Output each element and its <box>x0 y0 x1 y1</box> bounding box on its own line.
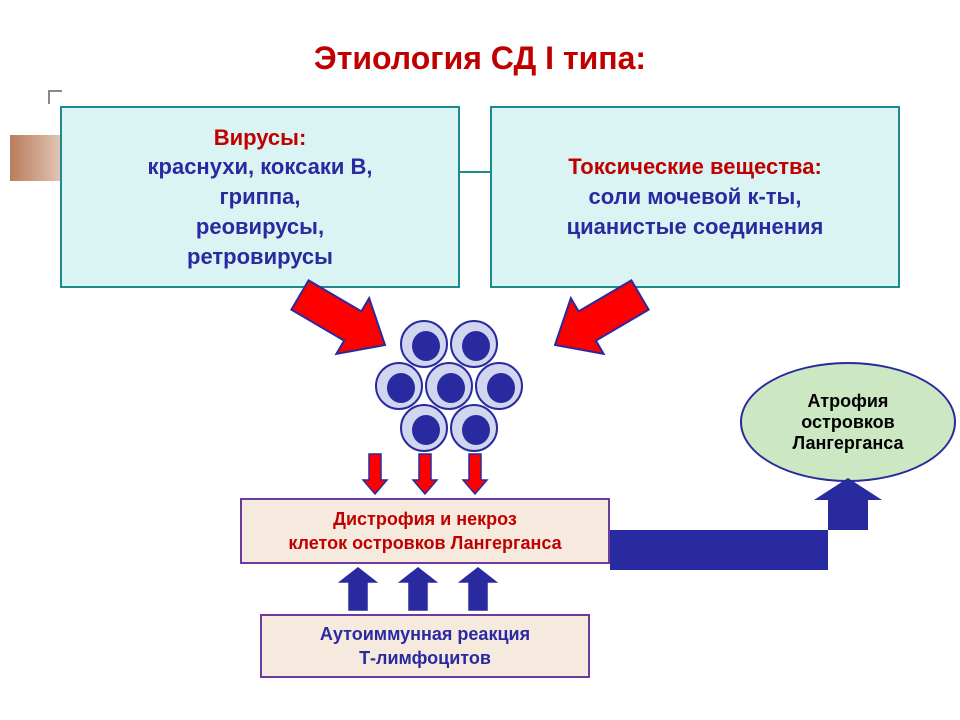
ellipse-line: островков <box>801 412 894 433</box>
cell-icon <box>400 404 448 452</box>
cell-icon <box>450 404 498 452</box>
box-autoimmune-line: Т-лимфоцитов <box>359 646 491 670</box>
box-viruses: Вирусы: краснухи, коксаки В, гриппа, рео… <box>60 106 460 288</box>
ellipse-atrophy: Атрофия островков Лангерганса <box>740 362 956 482</box>
decorative-corner <box>48 90 62 104</box>
ellipse-line: Лангерганса <box>792 433 903 454</box>
cell-icon <box>475 362 523 410</box>
box-toxic: Токсические вещества: соли мочевой к-ты,… <box>490 106 900 288</box>
box-toxic-header: Токсические вещества: <box>568 152 822 182</box>
cell-icon <box>425 362 473 410</box>
cell-icon <box>375 362 423 410</box>
ellipse-line: Атрофия <box>808 391 889 412</box>
title-text: Этиология СД I типа: <box>314 40 646 76</box>
box-viruses-line: гриппа, <box>219 182 300 212</box>
box-viruses-header: Вирусы: <box>214 123 307 153</box>
box-autoimmune-header: Аутоиммунная реакция <box>320 622 530 646</box>
box-toxic-line: цианистые соединения <box>567 212 824 242</box>
cell-icon <box>450 320 498 368</box>
cell-icon <box>400 320 448 368</box>
box-dystrophy: Дистрофия и некроз клеток островков Ланг… <box>240 498 610 564</box>
box-viruses-line: краснухи, коксаки В, <box>148 152 373 182</box>
box-viruses-line: реовирусы, <box>196 212 324 242</box>
box-autoimmune: Аутоиммунная реакция Т-лимфоцитов <box>260 614 590 678</box>
box-dystrophy-header: Дистрофия и некроз <box>333 507 517 531</box>
box-viruses-line: ретровирусы <box>187 242 333 272</box>
box-dystrophy-line: клеток островков Лангерганса <box>288 531 561 555</box>
page-title: Этиология СД I типа: <box>0 40 960 77</box>
box-toxic-line: соли мочевой к-ты, <box>589 182 802 212</box>
